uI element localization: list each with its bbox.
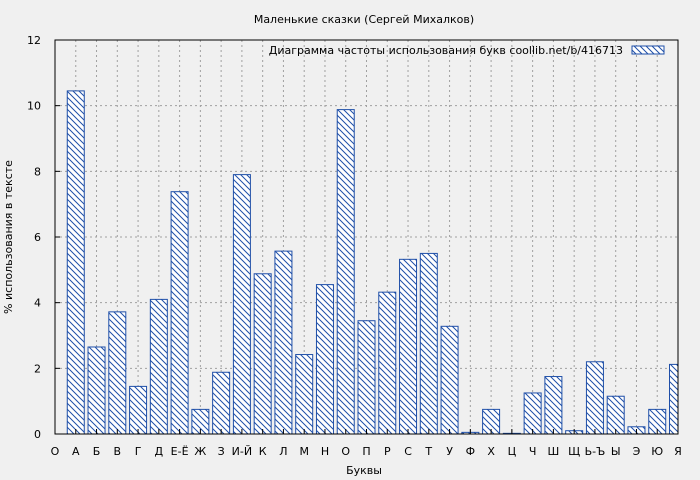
x-tick-label: К — [259, 445, 267, 458]
y-tick-label: 12 — [27, 34, 41, 47]
x-tick-label: Ю — [651, 445, 663, 458]
bar-Ш — [544, 376, 563, 435]
bar-М — [295, 354, 314, 435]
bar-Л — [274, 250, 293, 435]
x-tick-label: Б — [93, 445, 101, 458]
y-tick-label: 2 — [34, 362, 41, 375]
y-tick-label: 0 — [34, 428, 41, 441]
bar-Е-Ё — [170, 191, 189, 435]
bar-Я — [669, 363, 679, 435]
x-tick-label: Я — [674, 445, 682, 458]
bar-Д — [149, 298, 168, 435]
x-tick-label: У — [446, 445, 453, 458]
x-tick-label: О — [341, 445, 350, 458]
x-tick-label: Е-Ё — [171, 445, 189, 458]
bar-С — [399, 258, 418, 435]
x-tick-label: Ч — [529, 445, 537, 458]
x-tick-label: Ы — [611, 445, 621, 458]
bar-У — [440, 325, 459, 435]
y-tick-label: 6 — [34, 231, 41, 244]
bars — [66, 90, 679, 435]
y-axis-label: % использования в тексте — [2, 160, 15, 314]
y-tick-label: 4 — [34, 297, 41, 310]
x-tick-label: А — [72, 445, 80, 458]
bar-Г — [129, 385, 148, 435]
bar-З — [212, 371, 231, 435]
bar-О — [336, 109, 355, 435]
x-tick-label: П — [362, 445, 370, 458]
bar-П — [357, 320, 376, 435]
x-tick-label: Д — [155, 445, 164, 458]
bar-А — [66, 90, 85, 435]
x-tick-label: Ь-Ъ — [585, 445, 606, 458]
x-tick-label: Э — [633, 445, 641, 458]
bar-И-Й — [232, 174, 251, 435]
x-tick-label: Ж — [194, 445, 206, 458]
y-tick-label: 8 — [34, 165, 41, 178]
x-tick-label: М — [299, 445, 309, 458]
x-tick-label: Р — [384, 445, 391, 458]
x-tick-label: Ф — [466, 445, 475, 458]
x-tick-label: Л — [279, 445, 287, 458]
bar-Т — [419, 252, 438, 435]
x-tick-label: И-Й — [232, 445, 252, 458]
x-tick-label: В — [114, 445, 122, 458]
x-tick-label: З — [218, 445, 225, 458]
bar-К — [253, 273, 272, 435]
bar-Ч — [523, 392, 542, 435]
x-axis-label: Буквы — [346, 464, 382, 477]
grid — [55, 40, 678, 434]
x-tick-label: Щ — [568, 445, 580, 458]
x-tick-label: Н — [321, 445, 329, 458]
x-tick-label: Ц — [508, 445, 517, 458]
plot-frame — [54, 39, 679, 435]
bar-Б — [87, 346, 106, 435]
bar-Ь-Ъ — [585, 361, 604, 435]
x-tick-label: Х — [487, 445, 495, 458]
legend-swatch — [631, 45, 665, 55]
bar-В — [108, 311, 127, 435]
chart-title: Маленькие сказки (Сергей Михалков) — [254, 13, 474, 26]
bar-Н — [315, 284, 334, 435]
x-tick-label: О — [51, 445, 60, 458]
x-tick-label: С — [404, 445, 412, 458]
x-tick-label: Ш — [548, 445, 560, 458]
x-tick-label: Г — [135, 445, 142, 458]
legend-label: Диаграмма частоты использования букв coo… — [269, 44, 623, 57]
legend: Диаграмма частоты использования букв coo… — [269, 44, 665, 57]
x-tick-label: Т — [424, 445, 432, 458]
bar-Р — [378, 291, 397, 435]
y-tick-label: 10 — [27, 100, 41, 113]
bar-Ы — [606, 395, 625, 435]
